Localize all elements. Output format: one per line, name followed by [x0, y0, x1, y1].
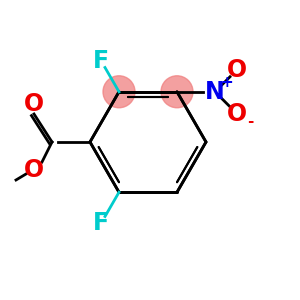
Text: O: O: [227, 58, 247, 82]
Text: O: O: [24, 158, 44, 182]
Text: O: O: [24, 92, 44, 116]
Text: N: N: [205, 80, 225, 104]
Circle shape: [103, 76, 135, 108]
Text: -: -: [247, 114, 253, 129]
Text: +: +: [220, 75, 233, 90]
Text: O: O: [227, 102, 247, 126]
Circle shape: [161, 76, 193, 108]
Text: F: F: [93, 212, 109, 236]
Text: F: F: [93, 49, 109, 73]
